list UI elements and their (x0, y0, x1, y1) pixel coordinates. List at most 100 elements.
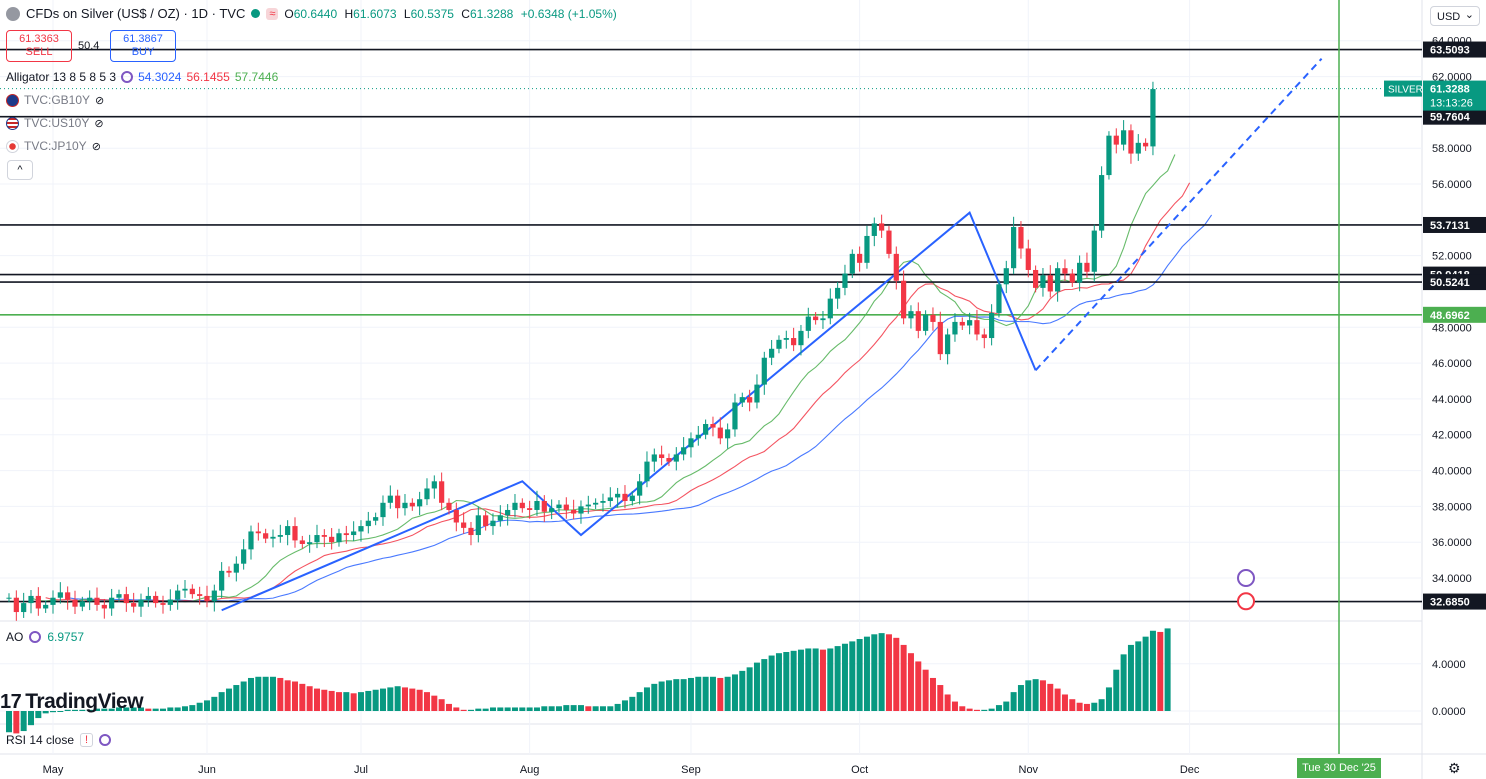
candle-body (754, 384, 760, 403)
compare-gb10y[interactable]: TVC:GB10Y ⊘ (6, 93, 104, 107)
candle-body (842, 273, 848, 288)
ao-bar (519, 707, 526, 711)
candle-body (732, 402, 738, 430)
candle-body (512, 502, 518, 510)
candle-body (189, 588, 195, 595)
ao-bar (225, 688, 232, 711)
dashed-trendline (1034, 57, 1323, 371)
ao-bar (438, 699, 445, 711)
collapse-legend-button[interactable]: ^ (7, 160, 33, 180)
candle-body (996, 284, 1002, 313)
ao-bar (343, 692, 350, 711)
time-tick-label: Dec (1180, 764, 1200, 776)
ao-bar (871, 634, 878, 711)
level-price-badge (1423, 306, 1486, 323)
bar-countdown-label: 13:13:26 (1430, 98, 1473, 110)
hidden-eye-icon[interactable]: ⊘ (94, 117, 104, 130)
symbol-header: CFDs on Silver (US$ / OZ) · 1D · TVC ≈ O… (6, 6, 621, 21)
candle-body (1047, 275, 1053, 292)
ao-bar (783, 652, 790, 711)
ao-bar (621, 700, 628, 711)
candle-body (153, 595, 159, 604)
candle-body (952, 321, 958, 335)
candle-body (1011, 227, 1017, 269)
candle-body (981, 334, 987, 339)
candle-body (461, 522, 467, 528)
ao-bar (306, 686, 313, 711)
ao-bar (460, 709, 467, 711)
ao-bar (321, 689, 328, 711)
ao-label: AO (6, 630, 24, 644)
candle-body (600, 501, 606, 503)
ao-legend[interactable]: AO 6.9757 (6, 630, 84, 644)
price-tick-label: 46.0000 (1432, 358, 1472, 370)
ao-bar (71, 709, 78, 711)
ao-bar (922, 669, 929, 711)
ao-bar (636, 692, 643, 711)
candle-body (805, 316, 811, 331)
rsi-legend[interactable]: RSI 14 close ! (6, 733, 112, 747)
candle-body (409, 502, 415, 507)
ao-bar (196, 702, 203, 711)
ao-bar (1047, 683, 1054, 711)
hidden-eye-icon[interactable]: ⊘ (95, 94, 105, 107)
ao-bar (731, 674, 738, 711)
ao-tick-label: 0.0000 (1432, 706, 1466, 718)
compare-jp10y[interactable]: TVC:JP10Y ⊘ (6, 139, 101, 153)
ao-bar (988, 708, 995, 711)
alligator-legend[interactable]: Alligator 13 8 5 8 5 3 54.3024 56.1455 5… (6, 70, 278, 84)
alligator-label: Alligator 13 8 5 8 5 3 (6, 70, 117, 84)
candle-body (945, 334, 951, 355)
level-price-badge (1423, 108, 1486, 125)
warning-icon[interactable]: ! (80, 733, 94, 747)
cycle-icon (99, 734, 112, 746)
currency-select[interactable]: USD ⌄ (1430, 6, 1480, 26)
candle-body (593, 502, 599, 505)
buy-button[interactable]: 61.3867 BUY (110, 30, 176, 62)
candle-body (688, 438, 694, 448)
ao-bar (108, 708, 115, 711)
compare-us10y[interactable]: TVC:US10Y ⊘ (6, 116, 104, 130)
ao-bar (790, 650, 797, 711)
symbol-title[interactable]: CFDs on Silver (US$ / OZ) · 1D · TVC (26, 6, 246, 21)
candle-body (248, 531, 254, 550)
ao-bar (79, 709, 86, 711)
currency-label: USD (1437, 11, 1461, 23)
candle-body (1150, 89, 1156, 147)
candle-body (277, 535, 283, 537)
settings-gear-icon[interactable]: ⚙ (1448, 760, 1461, 776)
last-price-label: 61.3288 (1430, 84, 1470, 96)
candle-body (673, 454, 679, 462)
ao-bar (475, 708, 482, 711)
candle-body (109, 597, 115, 609)
candle-body (358, 526, 364, 532)
candle-body (725, 429, 731, 439)
ao-bar (812, 648, 819, 711)
candle-body (527, 508, 533, 510)
candle-body (175, 590, 181, 600)
ao-bar (1091, 702, 1098, 711)
candle-body (307, 542, 313, 544)
candle-body (930, 314, 936, 322)
last-price-badge (1423, 80, 1486, 111)
candle-body (1062, 268, 1068, 274)
data-delay-icon[interactable]: ≈ (266, 7, 279, 20)
ao-bar (643, 687, 650, 711)
sell-button[interactable]: 61.3363 SELL (6, 30, 72, 62)
ao-bar (1010, 692, 1017, 711)
candle-body (204, 595, 210, 602)
candle-body (703, 424, 709, 435)
ao-bar (1164, 628, 1171, 711)
ao-bar (240, 681, 247, 711)
candle-body (50, 597, 56, 605)
candle-body (233, 563, 239, 573)
ao-bar (717, 677, 724, 711)
hidden-eye-icon[interactable]: ⊘ (91, 140, 101, 153)
tradingview-logo[interactable]: 17 TradingView (0, 690, 144, 714)
uk-flag-icon (6, 93, 19, 107)
ao-bar (687, 677, 694, 711)
ao-bar (673, 679, 680, 711)
candle-body (1143, 142, 1149, 147)
ao-bar (489, 707, 496, 711)
